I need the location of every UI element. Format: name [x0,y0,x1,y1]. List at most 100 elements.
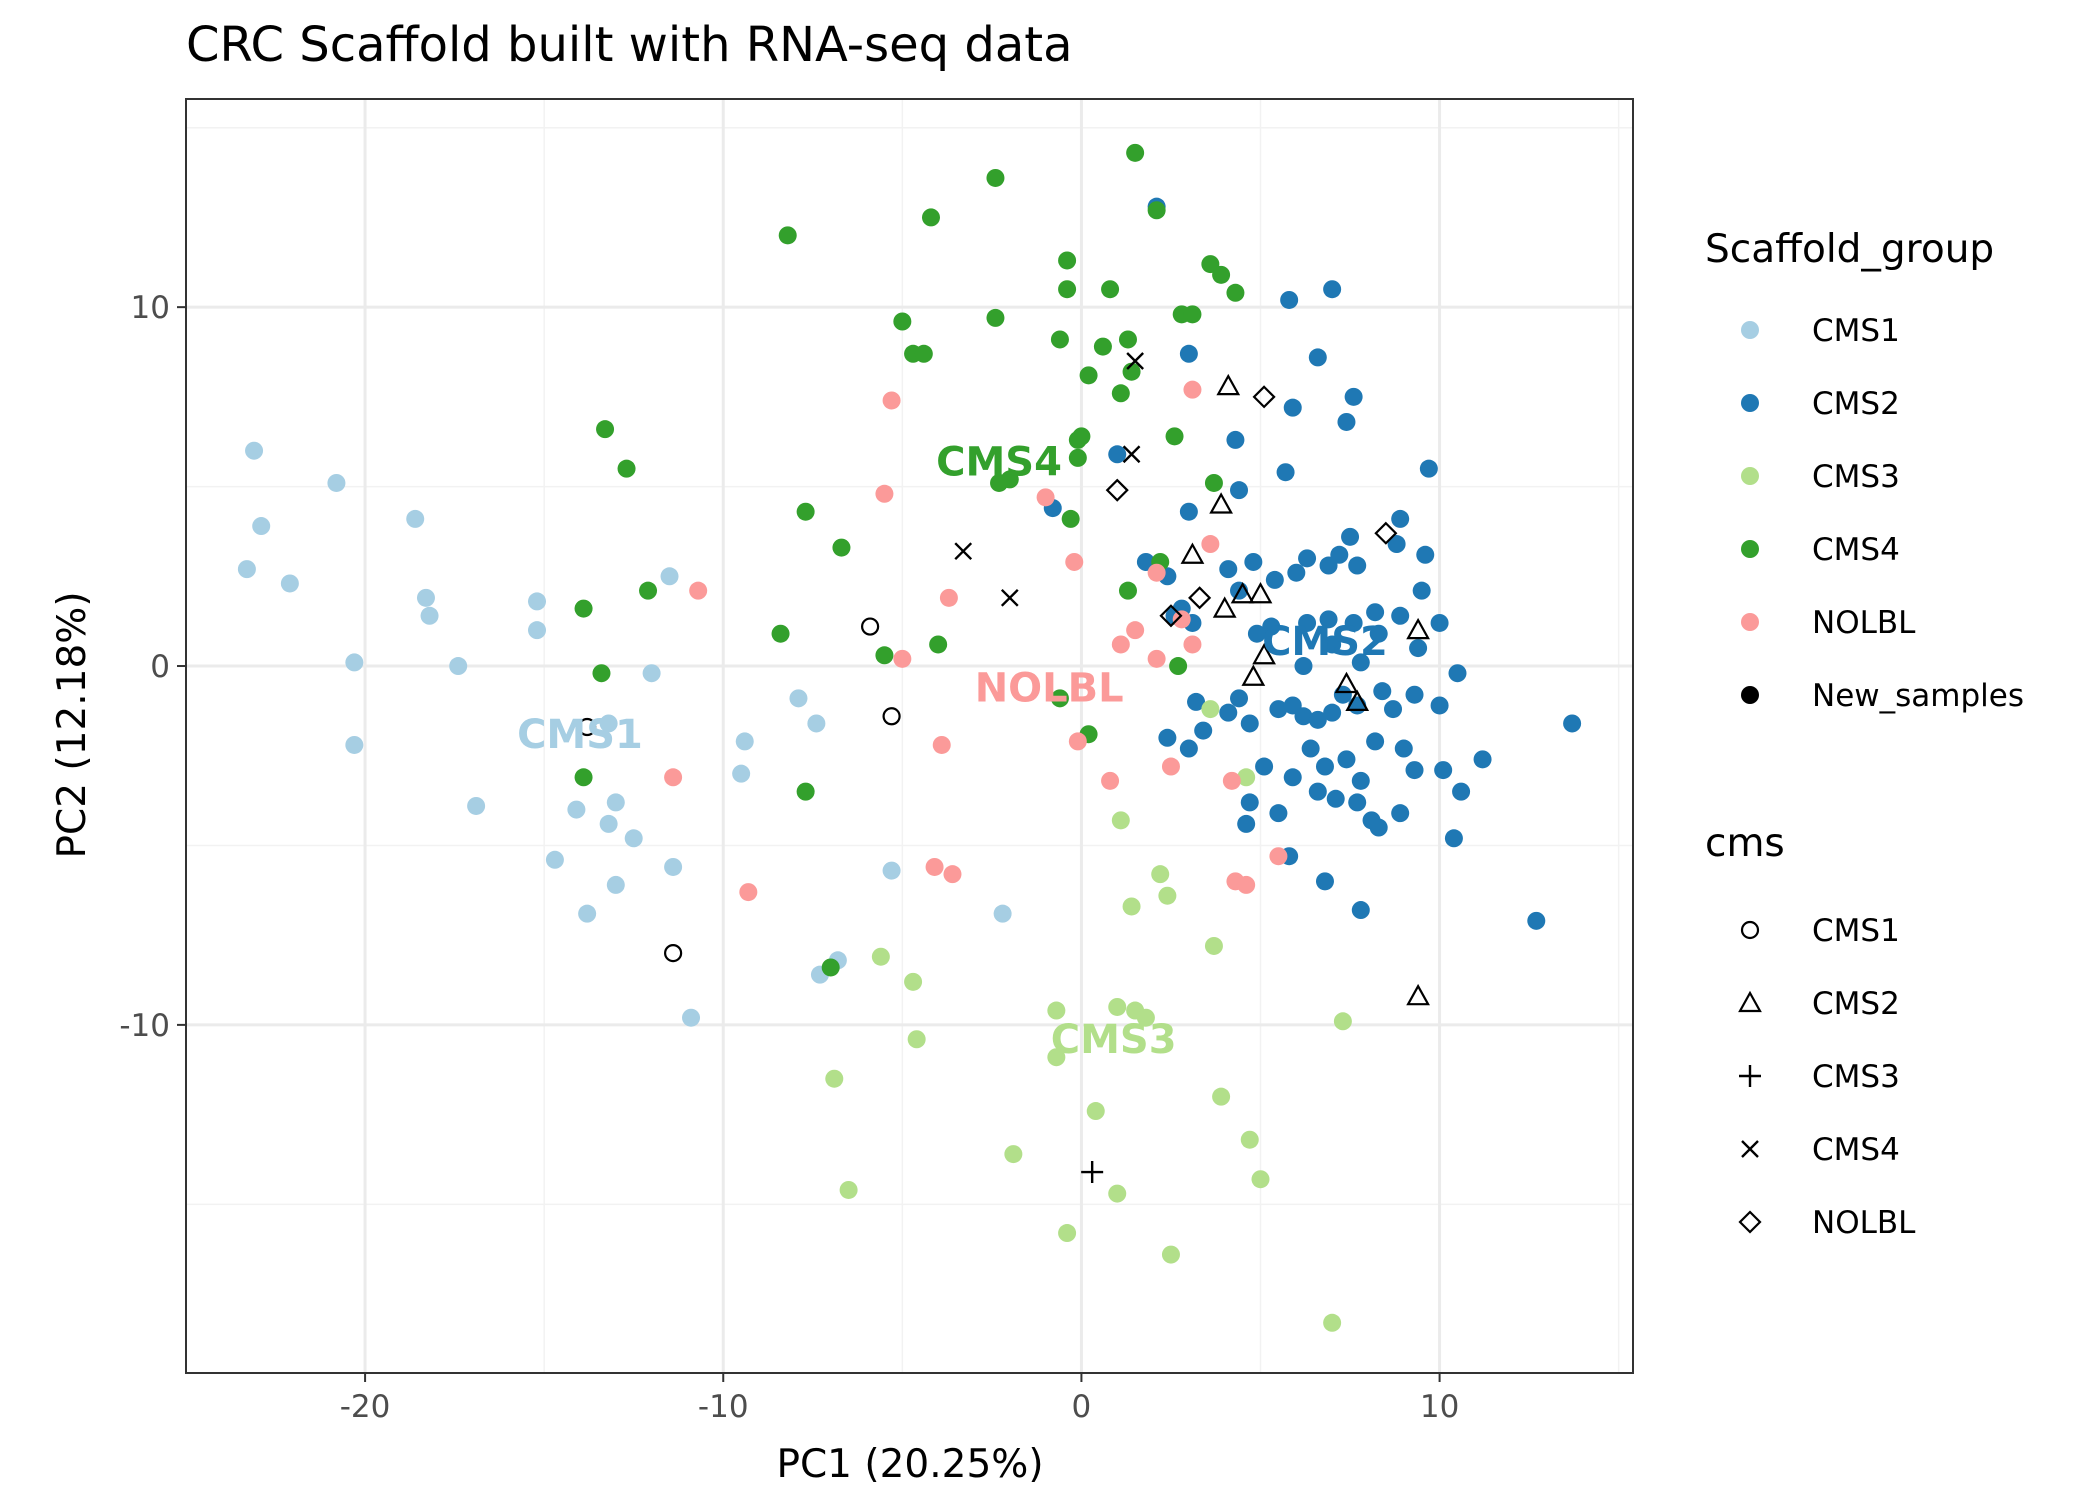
legend-key-cms3 [1741,467,1759,485]
point-cms4 [796,502,815,521]
point-new-sample-diamond-open [1159,604,1183,628]
legend-label-new_samples: New_samples [1812,678,2024,714]
point-cms2 [1247,624,1266,643]
legend-shape-label-nolbl: NOLBL [1812,1205,1916,1241]
point-cms2 [1434,761,1453,780]
point-cms4 [832,538,851,557]
legend-shape-label-cms3: CMS3 [1812,1059,1900,1095]
point-new-sample-cross [1122,445,1141,464]
point-cms2 [1391,606,1410,625]
point-cms2 [1315,872,1334,891]
point-new-sample-cross [1000,588,1019,607]
point-cms3 [904,972,923,991]
point-cms2 [1384,700,1403,719]
point-cms4 [1061,509,1080,528]
point-cms2 [1226,430,1245,449]
point-cms4 [574,599,593,618]
point-cms4 [1126,143,1145,162]
legend-label-nolbl: NOLBL [1812,605,1916,641]
legend-shape-circle-open [1740,920,1760,940]
point-nolbl [1036,488,1055,507]
point-cms2 [1187,692,1206,711]
point-new-sample-triangle-open [1241,664,1266,686]
group-label-cms1: CMS1 [517,712,643,758]
point-cms2 [1430,696,1449,715]
point-cms2 [1323,703,1342,722]
point-nolbl [939,588,958,607]
legend-key-cms2 [1741,394,1759,412]
point-new-sample-plus [1081,1161,1104,1184]
point-cms4 [1122,362,1141,381]
point-cms4 [1101,280,1120,299]
group-label-cms3: CMS3 [1051,1017,1177,1063]
point-cms2 [1323,635,1342,654]
point-nolbl [1183,635,1202,654]
point-cms2 [1348,793,1367,812]
point-cms1 [416,588,435,607]
point-cms2 [1416,545,1435,564]
point-cms4 [1058,280,1077,299]
point-cms1 [807,714,826,733]
point-cms4 [990,473,1009,492]
point-cms2 [1230,689,1249,708]
point-cms3 [1136,1008,1155,1027]
point-cms3 [907,1030,926,1049]
point-cms1 [882,861,901,880]
point-cms1 [567,800,586,819]
point-cms2 [1444,829,1463,848]
chart-title: CRC Scaffold built with RNA-seq data [186,17,1073,73]
point-cms2 [1315,757,1334,776]
point-cms1 [528,592,547,611]
point-cms2 [1298,613,1317,632]
x-tick-label: -20 [340,1389,391,1425]
point-cms2 [1265,570,1284,589]
point-cms2 [1344,387,1363,406]
point-cms1 [245,441,264,460]
point-cms1 [406,509,425,528]
point-cms1 [732,764,751,783]
point-cms1 [449,657,468,676]
series-cms4 [574,143,1245,977]
point-cms4 [1169,657,1188,676]
plot-panel: CMS1 CMS2 CMS3 CMS4 NOLBL -20 -10 0 10 -10 0 10 [119,98,1634,1425]
point-cms2 [1269,700,1288,719]
point-cms2 [1308,710,1327,729]
y-tick-label: -10 [119,1008,170,1044]
point-nolbl [943,865,962,884]
point-cms2 [1158,728,1177,747]
legend-shape-label-cms4: CMS4 [1812,1132,1900,1168]
point-new-sample-circle-open [664,944,683,963]
point-cms2 [1230,481,1249,500]
legend-shape-label-cms1: CMS1 [1812,913,1900,949]
point-new-sample-diamond-open [1105,478,1129,502]
point-nolbl [1237,875,1256,894]
point-cms2 [1280,290,1299,309]
point-cms4 [796,782,815,801]
point-cms4 [778,226,797,245]
x-axis-title: PC1 (20.25%) [776,1442,1043,1487]
point-cms3 [1204,936,1223,955]
y-tick-label: 0 [150,649,170,685]
point-cms2 [1194,721,1213,740]
point-cms3 [1212,1087,1231,1106]
point-nolbl [1222,771,1241,790]
point-nolbl [664,768,683,787]
point-cms4 [1079,366,1098,385]
point-cms2 [1405,761,1424,780]
point-cms2 [1287,563,1306,582]
legend-label-cms3: CMS3 [1812,459,1900,495]
point-cms2 [1330,545,1349,564]
point-cms2 [1369,818,1388,837]
point-cms4 [639,581,658,600]
point-cms4 [1183,305,1202,324]
point-cms1 [237,560,256,579]
point-cms3 [1237,768,1256,787]
point-new-sample-triangle-open [1345,689,1370,712]
point-cms4 [596,420,615,439]
point-cms4 [821,958,840,977]
legend-shape-cross [1741,1140,1759,1158]
point-cms3 [1122,897,1141,916]
point-cms3 [1158,886,1177,905]
point-nolbl [1172,610,1191,629]
